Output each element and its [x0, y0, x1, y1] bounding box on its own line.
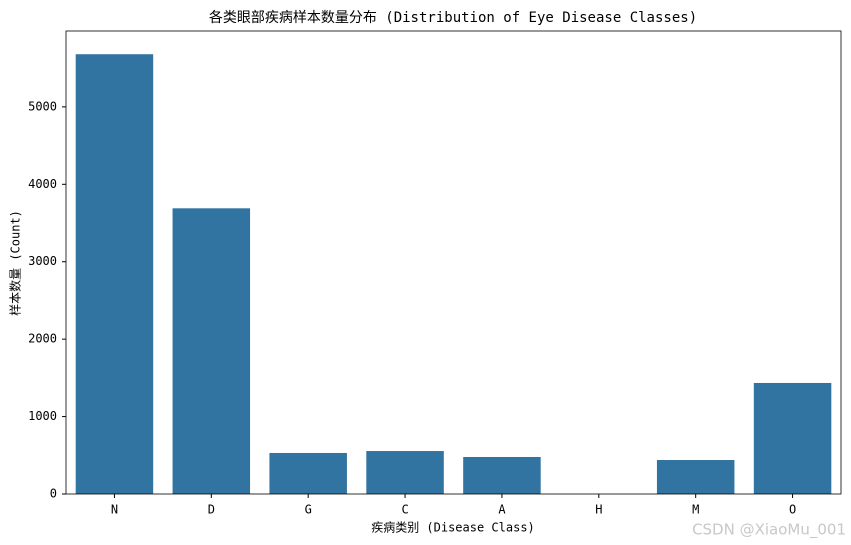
bar: [753, 382, 832, 494]
y-tick-label: 1000: [28, 409, 57, 423]
x-tick-label: M: [692, 503, 699, 517]
x-tick-label: O: [789, 503, 796, 517]
bar: [656, 460, 735, 494]
y-tick-label: 4000: [28, 177, 57, 191]
bar: [463, 456, 541, 494]
y-tick-label: 3000: [28, 254, 57, 268]
x-tick-label: N: [111, 503, 118, 517]
x-tick-label: G: [305, 503, 312, 517]
y-tick-label: 5000: [28, 99, 57, 113]
bar: [172, 208, 251, 494]
x-tick-label: D: [208, 503, 215, 517]
x-tick-label: H: [595, 503, 602, 517]
x-tick-label: C: [401, 503, 408, 517]
bar: [269, 452, 347, 494]
y-tick-label: 2000: [28, 332, 57, 346]
plot-frame: [65, 30, 842, 495]
y-axis-label: 样本数量 (Count): [8, 210, 23, 316]
bar: [75, 54, 154, 495]
x-axis-label: 疾病类别 (Disease Class): [371, 520, 535, 535]
chart-title: 各类眼部疾病样本数量分布 (Distribution of Eye Diseas…: [209, 10, 697, 26]
watermark: CSDN @XiaoMu_001: [692, 521, 846, 540]
x-tick-label: A: [498, 503, 506, 517]
y-tick-label: 0: [50, 487, 57, 501]
bar: [366, 451, 444, 494]
